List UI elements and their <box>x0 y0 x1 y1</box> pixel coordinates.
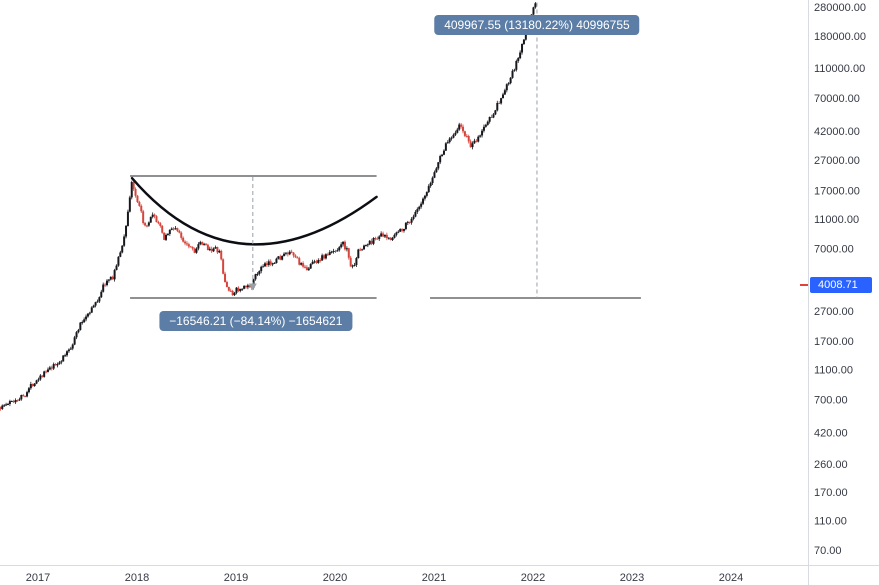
price-tick-label: 70.00 <box>814 545 842 557</box>
price-tick-label: 170.00 <box>814 487 848 499</box>
price-tick-label: 180000.00 <box>814 31 866 43</box>
price-tick-label: 260.00 <box>814 459 848 471</box>
cup-curve[interactable] <box>130 176 378 246</box>
price-tick-label: 70000.00 <box>814 93 860 105</box>
time-tick-label: 2021 <box>422 572 446 584</box>
price-axis[interactable]: 280000.00 180000.00 110000.00 70000.00 42000… <box>814 2 866 557</box>
price-tick-label: 42000.00 <box>814 126 860 138</box>
price-tick-label: 280000.00 <box>814 2 866 14</box>
time-tick-label: 2019 <box>224 572 248 584</box>
price-tick-label: 17000.00 <box>814 185 860 197</box>
time-tick-label: 2024 <box>719 572 743 584</box>
current-price-label: 4008.71 <box>810 277 872 293</box>
time-tick-label: 2022 <box>521 572 545 584</box>
last-price-tick <box>800 284 808 286</box>
price-tick-label: 110000.00 <box>814 63 865 75</box>
measure-down-arrow-icon <box>248 283 257 291</box>
drawing-annotations <box>130 2 641 299</box>
price-tick-label: 1100.00 <box>814 365 853 377</box>
price-tick-label: 27000.00 <box>814 155 860 167</box>
time-tick-label: 2023 <box>620 572 644 584</box>
price-tick-label: 420.00 <box>814 428 848 440</box>
price-tick-label: 110.00 <box>814 515 847 527</box>
price-tick-label: 700.00 <box>814 394 848 406</box>
measure-label-down[interactable]: −16546.21 (−84.14%) −1654621 <box>159 310 353 331</box>
time-tick-label: 2017 <box>26 572 50 584</box>
price-tick-label: 1700.00 <box>814 336 854 348</box>
price-tick-label: 7000.00 <box>814 244 854 256</box>
price-tick-label: 11000.00 <box>814 214 859 226</box>
measure-label-up[interactable]: 409967.55 (13180.22%) 40996755 <box>434 15 640 35</box>
time-axis[interactable]: 2017 2018 2019 2020 2021 2022 2023 2024 <box>26 572 743 584</box>
time-tick-label: 2020 <box>323 572 347 584</box>
time-tick-label: 2018 <box>125 572 149 584</box>
candlestick-series[interactable] <box>0 2 537 411</box>
price-tick-label: 2700.00 <box>814 306 854 318</box>
